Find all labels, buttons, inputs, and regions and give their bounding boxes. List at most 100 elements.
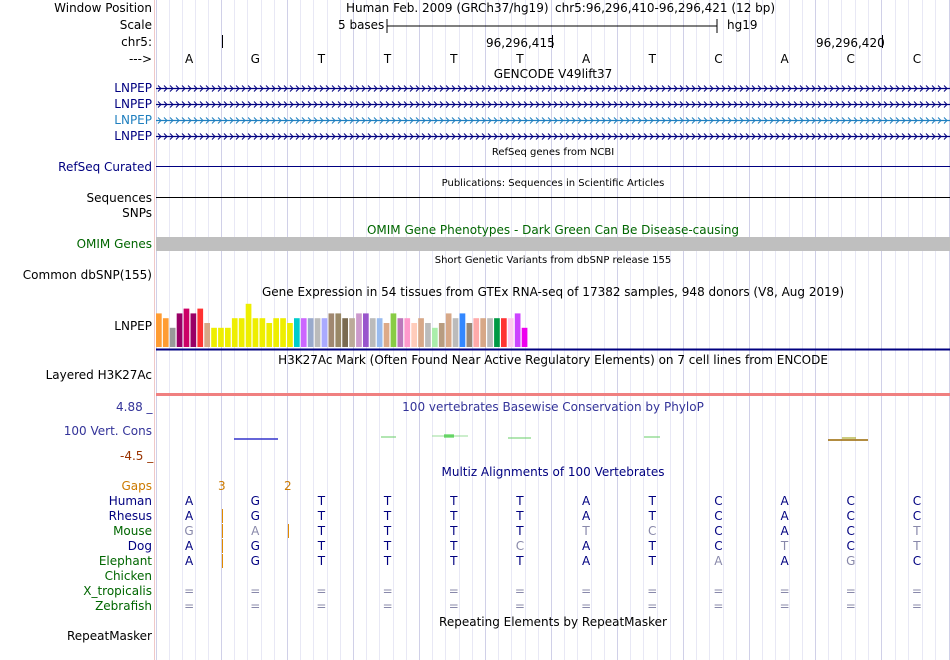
gtex-title: Gene Expression in 54 tissues from GTEx …: [261, 285, 845, 299]
refseq-track-line[interactable]: [156, 166, 950, 167]
gtex-tissue-bar: [266, 323, 273, 347]
gap-count-1: 3: [218, 479, 226, 493]
base-letter: T: [648, 52, 656, 66]
gtex-tissue-bar: [294, 318, 300, 347]
omim-title: OMIM Gene Phenotypes - Dark Green Can Be…: [366, 223, 740, 237]
gtex-tissue-bar: [162, 318, 169, 347]
aligned-base: =: [316, 584, 327, 598]
aligned-base: =: [845, 599, 856, 613]
aligned-base: =: [911, 599, 922, 613]
gtex-tissue-bar: [231, 318, 238, 347]
gtex-tissue-bar: [156, 313, 162, 347]
gtex-tissue-bar: [397, 318, 404, 347]
base-letter: T: [516, 52, 524, 66]
aligned-base: =: [581, 584, 592, 598]
aligned-base: T: [317, 494, 326, 508]
aligned-base: C: [714, 524, 723, 538]
base-letter: C: [846, 52, 855, 66]
gtex-bar-chart[interactable]: [156, 299, 950, 351]
gencode-transcript[interactable]: [156, 114, 950, 126]
gtex-tissue-bar: [259, 318, 266, 347]
gencode-transcript[interactable]: [156, 98, 950, 110]
base-letter: C: [714, 52, 723, 66]
species-label[interactable]: Rhesus: [108, 509, 152, 523]
species-label[interactable]: Mouse: [113, 524, 152, 538]
aligned-base: =: [448, 599, 459, 613]
omim-gene-bar[interactable]: [156, 237, 950, 251]
strand-arrow-label: --->: [128, 52, 152, 66]
refseq-label[interactable]: RefSeq Curated: [58, 160, 152, 174]
aligned-base: A: [780, 509, 789, 523]
gtex-tissue-bar: [176, 313, 183, 347]
conservation-plot[interactable]: [156, 428, 950, 448]
gencode-transcript[interactable]: [156, 82, 950, 94]
gtex-tissue-bar: [390, 313, 397, 347]
aligned-base: A: [251, 524, 260, 538]
conservation-label[interactable]: 100 Vert. Cons: [63, 424, 152, 438]
base-letter: A: [184, 52, 194, 66]
aligned-base: A: [581, 509, 591, 523]
aligned-base: =: [911, 584, 922, 598]
refseq-title: RefSeq genes from NCBI: [491, 147, 615, 158]
species-label[interactable]: Human: [108, 494, 152, 508]
species-label[interactable]: Dog: [127, 539, 152, 553]
gtex-tissue-bar: [480, 318, 486, 347]
repeatmasker-label[interactable]: RepeatMasker: [66, 629, 152, 643]
gtex-tissue-bar: [342, 318, 348, 347]
aligned-base: =: [514, 599, 525, 613]
multiz-title: Multiz Alignments of 100 Vertebrates: [441, 465, 665, 479]
species-label[interactable]: Elephant: [98, 554, 152, 568]
aligned-base: T: [383, 554, 392, 568]
aligned-base: =: [250, 584, 261, 598]
gencode-track-label[interactable]: LNPEP: [114, 129, 152, 143]
species-label[interactable]: Chicken: [104, 569, 152, 583]
aligned-base: T: [516, 524, 524, 538]
aligned-base: C: [714, 539, 723, 553]
h3k27ac-signal-line[interactable]: [156, 393, 950, 396]
aligned-base: C: [648, 524, 657, 538]
scale-db: hg19: [727, 18, 758, 32]
gencode-track-label[interactable]: LNPEP: [114, 113, 152, 127]
gtex-tissue-bar: [287, 323, 293, 347]
scale-label: Scale: [119, 18, 152, 32]
aligned-base: =: [250, 599, 261, 613]
aligned-base: A: [780, 494, 789, 508]
aligned-base: =: [845, 584, 856, 598]
gencode-transcript[interactable]: [156, 130, 950, 142]
gtex-label[interactable]: LNPEP: [114, 319, 152, 333]
aligned-base: T: [317, 539, 326, 553]
publications-label[interactable]: Sequences: [86, 191, 152, 205]
publications-track-line[interactable]: [156, 197, 950, 198]
gaps-label: Gaps: [121, 479, 152, 493]
aligned-base: C: [515, 539, 525, 553]
insertion-marker: [221, 554, 223, 568]
gtex-tissue-bar: [321, 318, 328, 347]
aligned-base: T: [516, 494, 524, 508]
gtex-tissue-bar: [169, 327, 176, 347]
window-position-label: Window Position: [54, 1, 152, 15]
position-range[interactable]: chr5:96,296,410-96,296,421 (12 bp): [555, 1, 776, 15]
dbsnp-label[interactable]: Common dbSNP(155): [22, 268, 152, 282]
aligned-base: C: [846, 494, 855, 508]
gtex-tissue-bar: [356, 313, 362, 347]
gtex-tissue-bar: [314, 318, 321, 347]
aligned-base: C: [714, 494, 723, 508]
aligned-base: T: [582, 524, 590, 538]
gencode-track-label[interactable]: LNPEP: [114, 97, 152, 111]
gencode-track-label[interactable]: LNPEP: [114, 81, 152, 95]
aligned-base: T: [383, 509, 392, 523]
aligned-base: =: [184, 584, 195, 598]
aligned-base: T: [648, 509, 656, 523]
aligned-base: =: [448, 584, 459, 598]
species-label[interactable]: X_tropicalis: [83, 584, 152, 598]
aligned-base: =: [581, 599, 592, 613]
h3k27ac-label[interactable]: Layered H3K27Ac: [45, 368, 152, 382]
gtex-tissue-bar: [300, 318, 307, 347]
gtex-tissue-bar: [514, 313, 521, 347]
omim-label[interactable]: OMIM Genes: [76, 237, 152, 251]
gtex-tissue-bar: [466, 323, 473, 347]
base-letter: A: [581, 52, 591, 66]
species-label[interactable]: Zebrafish: [95, 599, 152, 613]
aligned-base: =: [316, 599, 327, 613]
cons-ymax: 4.88 _: [116, 400, 153, 414]
